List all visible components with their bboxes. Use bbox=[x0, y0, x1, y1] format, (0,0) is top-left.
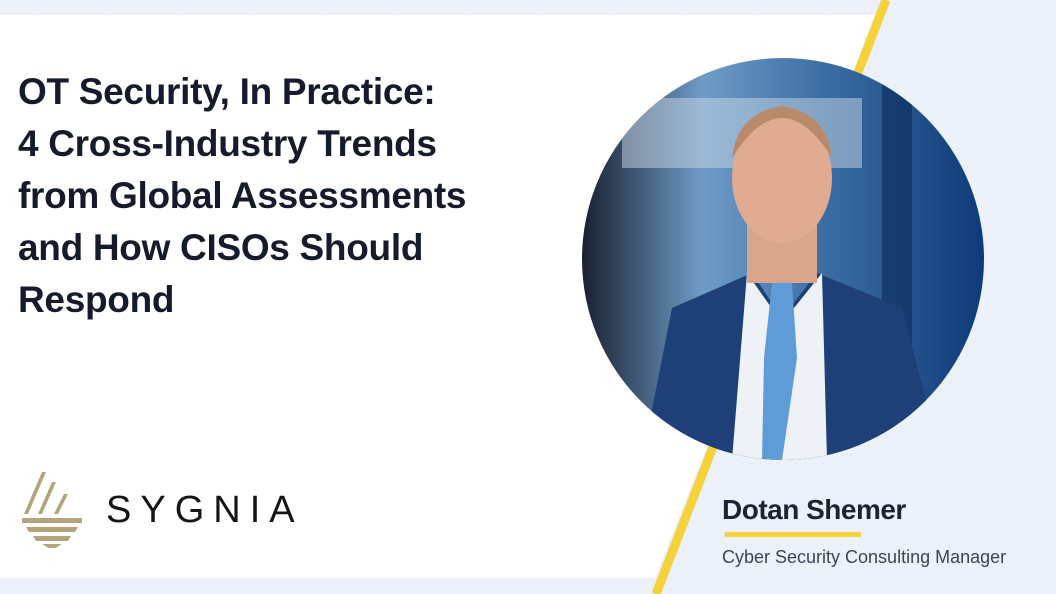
sygnia-logo: SYGNIA bbox=[20, 472, 304, 548]
speaker-role: Cyber Security Consulting Manager bbox=[722, 547, 1007, 567]
title-line: Respond bbox=[18, 279, 175, 320]
sygnia-mark-icon bbox=[22, 472, 82, 548]
title-line: 4 Cross-Industry Trends bbox=[18, 123, 437, 164]
name-underline bbox=[725, 532, 861, 537]
logo-wordmark: SYGNIA bbox=[106, 488, 304, 531]
title-line: and How CISOs Should bbox=[18, 227, 424, 268]
title-line: from Global Assessments bbox=[18, 175, 467, 216]
speaker-photo bbox=[582, 58, 984, 460]
speaker-name: Dotan Shemer bbox=[722, 494, 906, 525]
page-title: OT Security, In Practice: 4 Cross-Indust… bbox=[18, 66, 467, 326]
title-line: OT Security, In Practice: bbox=[18, 71, 436, 112]
